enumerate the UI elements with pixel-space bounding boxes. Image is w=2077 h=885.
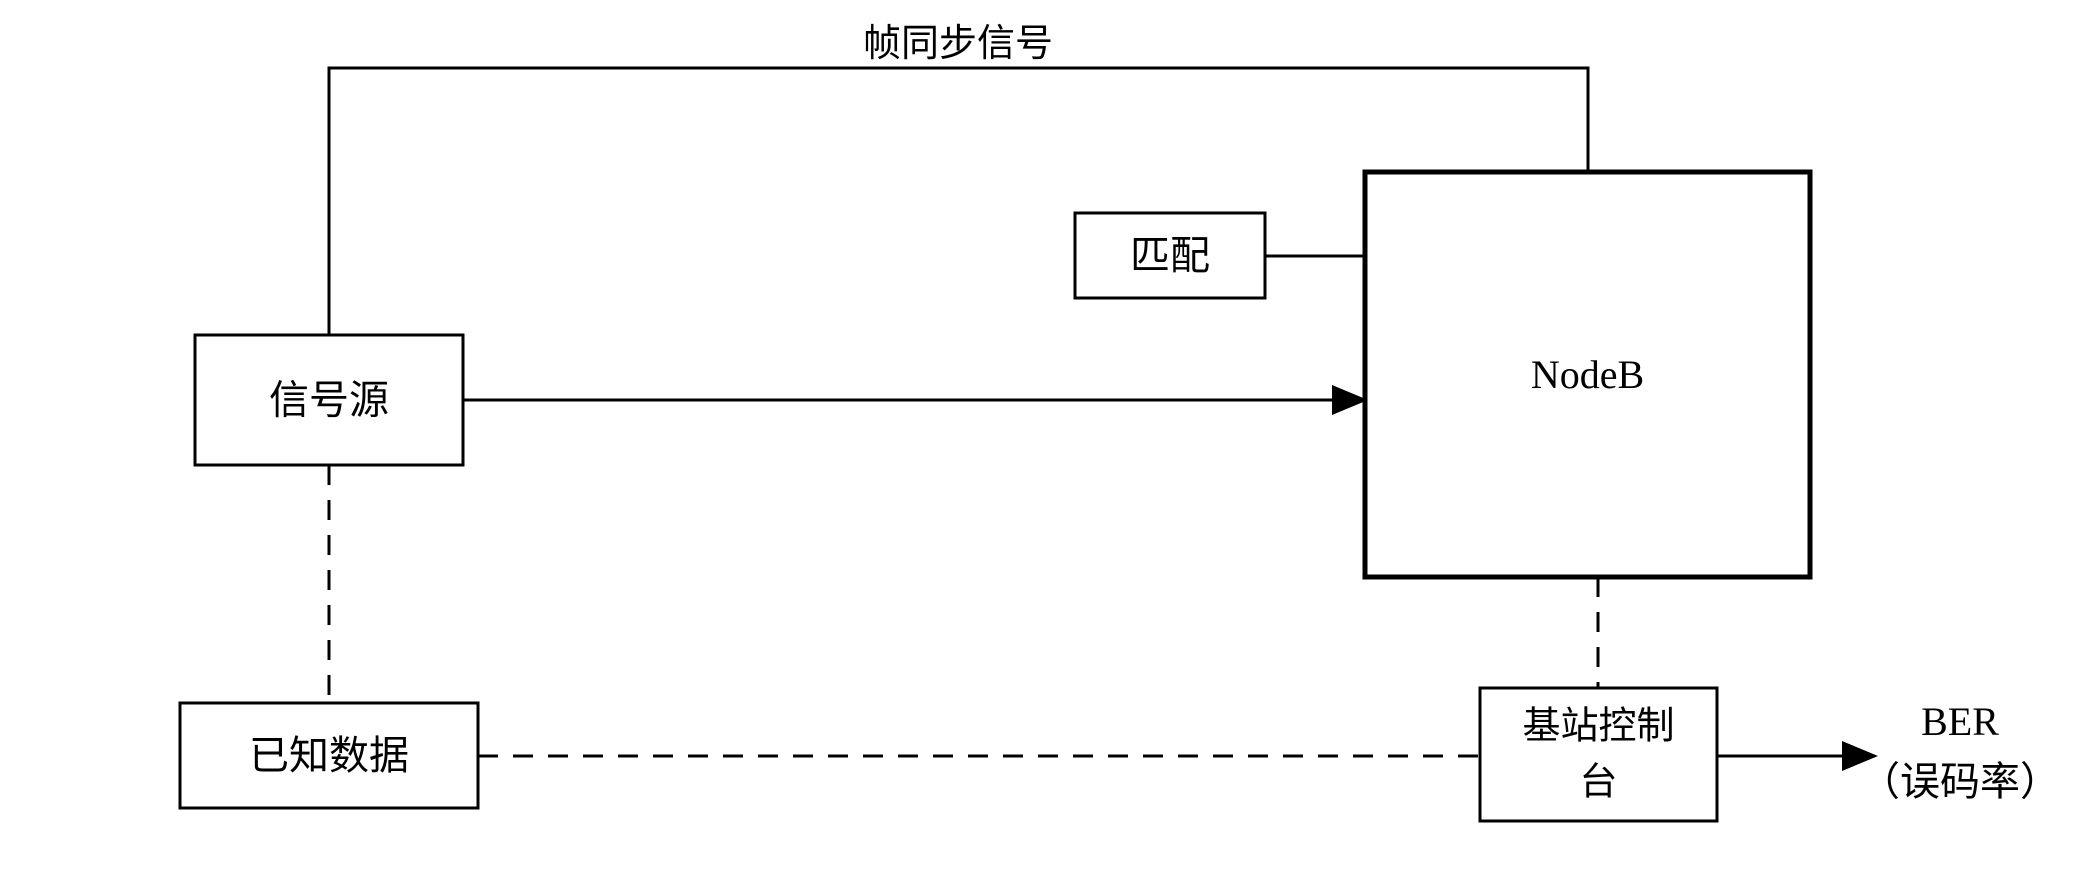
node-signal-source: 信号源: [195, 335, 463, 465]
node-match-label: 匹配: [1130, 233, 1210, 278]
node-bts-console-label-1: 基站控制: [1522, 706, 1674, 748]
edge-sync-label: 帧同步信号: [863, 23, 1053, 65]
output-label-ber-cn: （误码率）: [1860, 759, 2060, 804]
node-known-data-label: 已知数据: [249, 733, 409, 778]
node-signal-source-label: 信号源: [269, 378, 389, 423]
node-known-data: 已知数据: [180, 703, 478, 808]
node-match: 匹配: [1075, 213, 1265, 298]
node-bts-console: 基站控制 台: [1480, 688, 1717, 821]
node-nodeb-label: NodeB: [1531, 352, 1644, 397]
node-nodeb: NodeB: [1365, 172, 1810, 577]
node-bts-console-label-2: 台: [1579, 761, 1617, 803]
output-label-ber: BER: [1921, 699, 1999, 744]
block-diagram: 帧同步信号 信号源 匹配 NodeB 已知数据 基站控制 台 BER （误码率）: [0, 0, 2077, 885]
